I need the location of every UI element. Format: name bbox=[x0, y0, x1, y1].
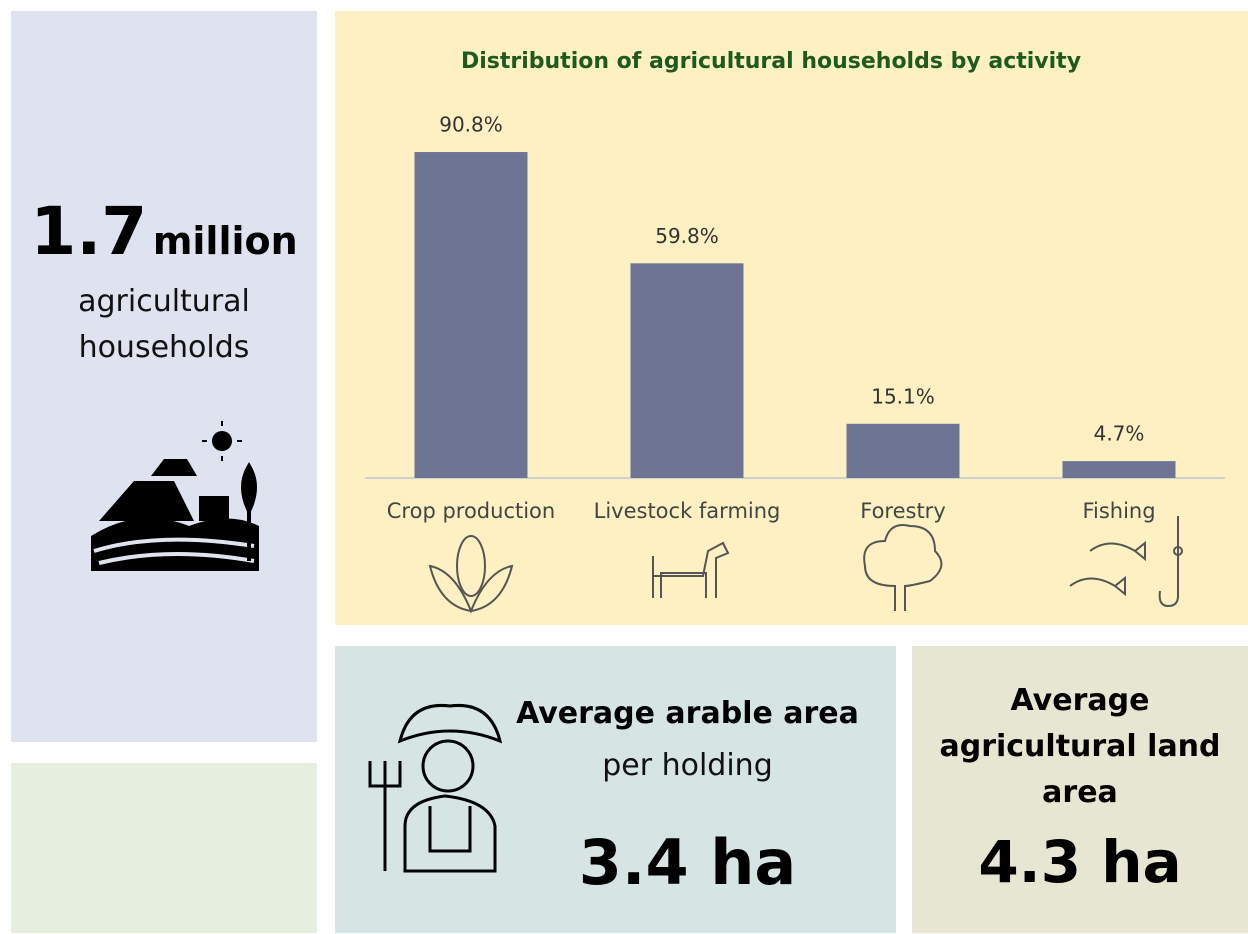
land-card: Average agricultural land area 4.3 ha bbox=[912, 646, 1248, 933]
households-figure: 1.7 million bbox=[11, 193, 317, 270]
category-label: Livestock farming bbox=[594, 499, 781, 523]
land-title: Average agricultural land area bbox=[939, 683, 1221, 810]
chart-title: Distribution of agricultural households … bbox=[461, 49, 1081, 74]
value-label: 15.1% bbox=[871, 384, 935, 408]
bar bbox=[414, 152, 528, 478]
households-label: agricultural households bbox=[78, 284, 250, 365]
category-label: Crop production bbox=[387, 499, 555, 523]
bar bbox=[1062, 461, 1176, 478]
value-label: 59.8% bbox=[655, 224, 719, 248]
category-label: Forestry bbox=[860, 499, 946, 523]
arable-card: Average arable area per holding 3.4 ha bbox=[335, 646, 896, 933]
category-label: Fishing bbox=[1082, 499, 1155, 523]
chart-panel: Distribution of agricultural households … bbox=[335, 11, 1248, 625]
farmer-icon bbox=[368, 703, 503, 873]
chart: Distribution of agricultural households … bbox=[365, 49, 1225, 614]
households-panel: 1.7 million agricultural households bbox=[11, 11, 317, 742]
activity-icons bbox=[428, 516, 1183, 614]
value-label: 90.8% bbox=[439, 113, 503, 137]
arable-title: Average arable area bbox=[516, 696, 859, 731]
bar bbox=[846, 423, 960, 478]
value-label: 4.7% bbox=[1094, 422, 1145, 446]
land-value: 4.3 ha bbox=[978, 828, 1182, 896]
households-unit: million bbox=[152, 219, 298, 263]
households-number: 1.7 bbox=[30, 193, 148, 270]
farm-icon bbox=[91, 421, 259, 571]
arable-subtitle: per holding bbox=[602, 748, 773, 783]
arable-value: 3.4 ha bbox=[578, 826, 797, 899]
empty-panel bbox=[11, 763, 317, 933]
bar bbox=[630, 263, 744, 478]
